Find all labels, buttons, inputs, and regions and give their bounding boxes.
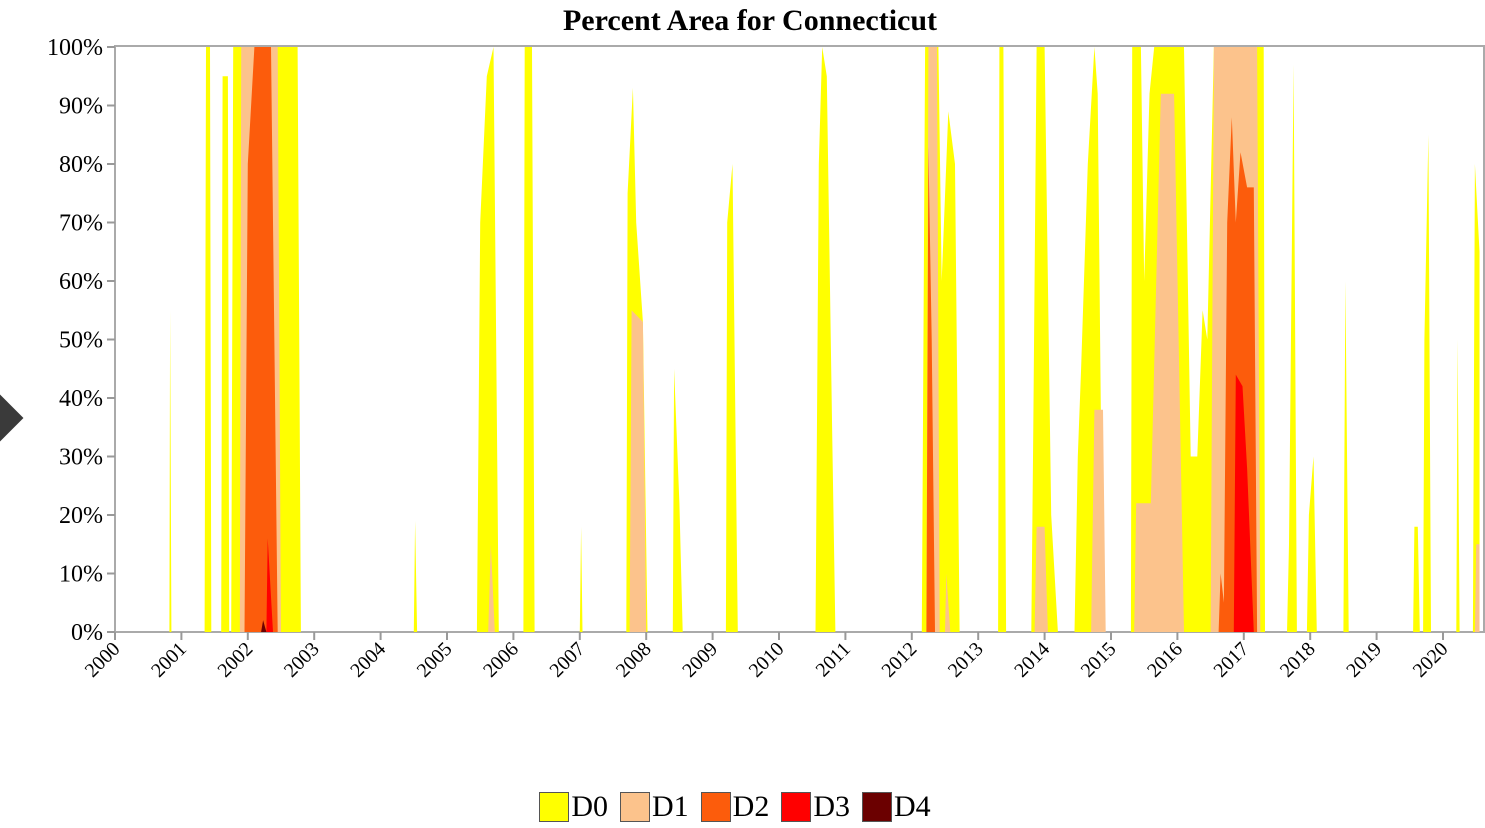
y-tick-label: 90% (59, 94, 103, 120)
y-tick-label: 70% (59, 211, 103, 237)
x-tick-label: 2007 (545, 638, 589, 682)
x-tick-label: 2009 (678, 638, 722, 682)
legend-swatch (862, 792, 892, 822)
legend-label: D4 (894, 790, 931, 823)
legend: D0 D1 D2 D3 D4 (0, 790, 1470, 824)
x-tick-label: 2002 (213, 638, 257, 682)
legend-label: D0 (571, 790, 608, 823)
y-tick-label: 80% (59, 152, 103, 178)
series-area-d1 (239, 47, 1480, 632)
legend-item-d0[interactable]: D0 (539, 790, 608, 824)
y-tick-label: 0% (71, 620, 103, 646)
y-tick-label: 30% (59, 445, 103, 471)
y-tick-label: 40% (59, 386, 103, 412)
x-axis: 2000 2001 2002 2003 2004 2005 2006 2007 2008 2009… (81, 632, 1453, 682)
series-layer (169, 47, 1480, 632)
x-tick-label: 2004 (346, 638, 390, 682)
x-tick-label: 2001 (147, 638, 191, 682)
y-axis: 0% 10% 20% 30% 40% 50% 60% 70% 80% 90% 100% (47, 35, 115, 646)
series-area-d4 (261, 620, 267, 632)
plot-frame (114, 45, 1485, 633)
series-area-d0 (169, 47, 1480, 632)
x-tick-label: 2013 (944, 638, 988, 682)
legend-item-d2[interactable]: D2 (700, 790, 770, 824)
x-tick-label: 2003 (280, 638, 324, 682)
x-tick-label: 2018 (1276, 638, 1320, 682)
legend-item-d3[interactable]: D3 (781, 790, 850, 824)
x-tick-label: 2020 (1409, 638, 1453, 682)
x-tick-label: 2008 (612, 638, 656, 682)
x-tick-label: 2015 (1077, 638, 1121, 682)
y-tick-label: 100% (47, 35, 103, 61)
x-tick-label: 2019 (1342, 638, 1386, 682)
y-tick-label: 10% (59, 562, 103, 588)
legend-item-d1[interactable]: D1 (619, 790, 689, 824)
legend-label: D2 (732, 790, 770, 823)
legend-swatch (781, 792, 812, 822)
chart-area: 0%10%20%30%40%50%60%70%80%90%100% 2000 20… (47, 35, 1485, 682)
x-tick-label: 2012 (877, 638, 921, 682)
x-tick-label: 2014 (1010, 638, 1054, 682)
chart-title: Percent Area for Connecticut (562, 4, 938, 37)
x-tick-label: 2016 (1143, 638, 1187, 682)
legend-swatch (700, 792, 731, 822)
legend-swatch (619, 792, 650, 822)
x-tick-label: 2006 (479, 638, 523, 682)
legend-label: D3 (813, 790, 850, 823)
y-tick-label: 60% (59, 269, 103, 295)
legend-item-d4[interactable]: D4 (862, 790, 931, 824)
x-tick-label: 2011 (812, 638, 855, 681)
legend-label: D1 (651, 790, 689, 823)
y-tick-label: 50% (59, 328, 103, 354)
x-tick-label: 2005 (413, 638, 457, 682)
y-tick-label: 20% (59, 503, 103, 529)
x-tick-label: 2010 (745, 638, 789, 682)
x-tick-label: 2017 (1209, 638, 1253, 682)
series-area-d2 (244, 47, 1258, 632)
legend-swatch (539, 792, 570, 822)
